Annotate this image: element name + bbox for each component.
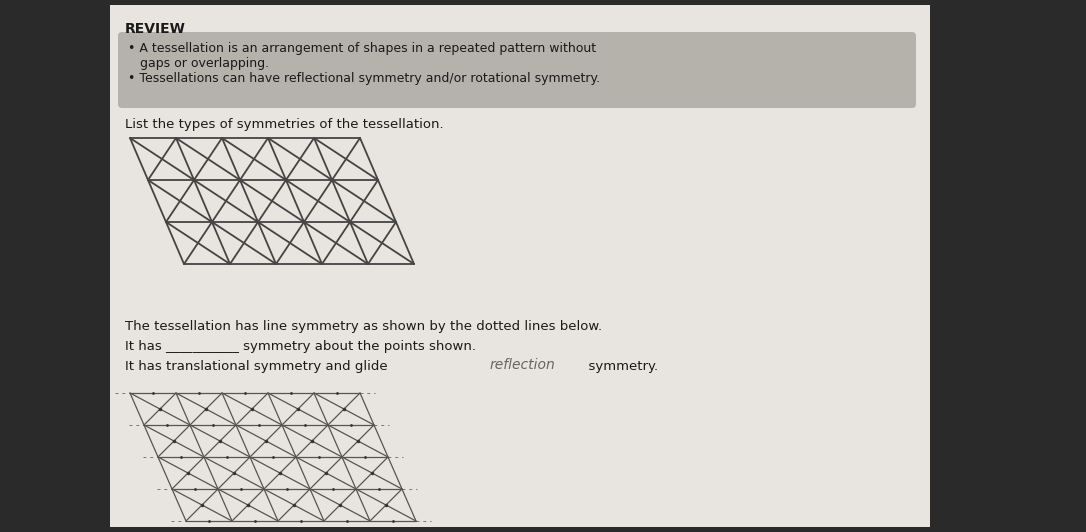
Text: symmetry.: symmetry. [580,360,658,373]
Text: It has ___________ symmetry about the points shown.: It has ___________ symmetry about the po… [125,340,476,353]
FancyBboxPatch shape [110,5,930,527]
Text: • Tessellations can have reflectional symmetry and/or rotational symmetry.: • Tessellations can have reflectional sy… [128,72,601,85]
Text: It has translational symmetry and glide: It has translational symmetry and glide [125,360,396,373]
Text: List the types of symmetries of the tessellation.: List the types of symmetries of the tess… [125,118,443,131]
Text: • A tessellation is an arrangement of shapes in a repeated pattern without: • A tessellation is an arrangement of sh… [128,42,596,55]
Text: reflection: reflection [490,358,556,372]
FancyBboxPatch shape [118,32,915,108]
Text: gaps or overlapping.: gaps or overlapping. [128,57,269,70]
Text: REVIEW: REVIEW [125,22,186,36]
Text: The tessellation has line symmetry as shown by the dotted lines below.: The tessellation has line symmetry as sh… [125,320,602,333]
